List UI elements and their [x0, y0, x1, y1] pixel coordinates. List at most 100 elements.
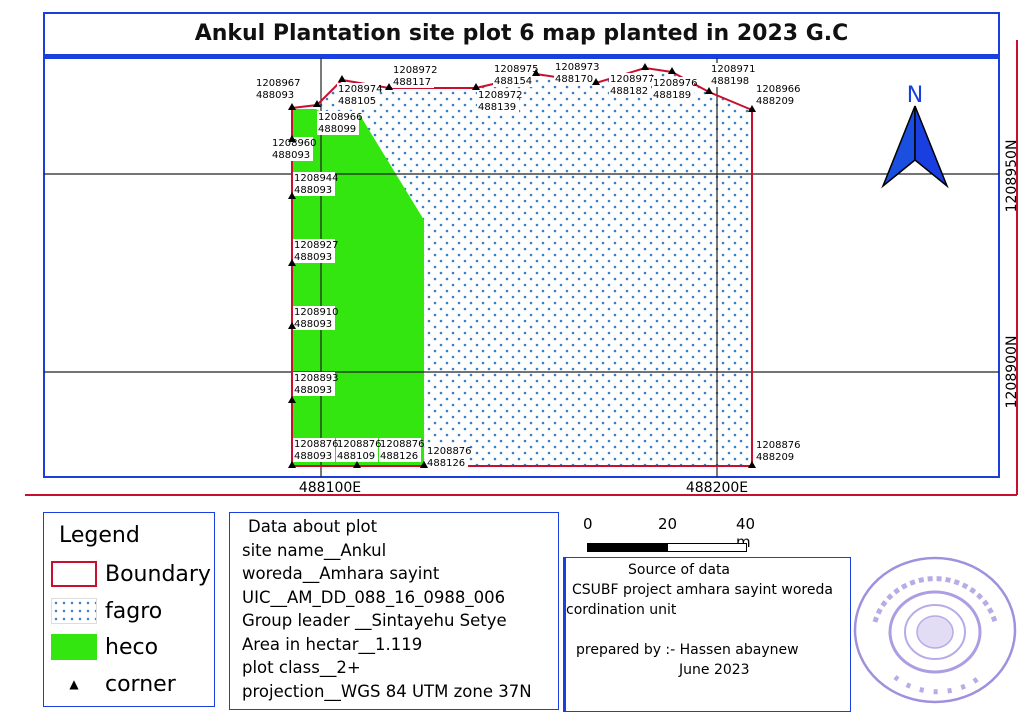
corner-coordinate-label: 488154	[494, 76, 532, 87]
plot-data-heading: Data about plot	[248, 517, 378, 536]
corner-triangle-icon	[641, 63, 649, 70]
boundary-swatch	[51, 561, 97, 587]
corner-triangle-icon	[385, 83, 393, 90]
triangle-icon: ▲	[69, 677, 79, 691]
corner-label-bg	[337, 83, 379, 107]
corner-triangle-icon	[288, 322, 296, 329]
corner-coordinate-label: 488109	[337, 451, 375, 462]
corner-coordinate-label: 1208927	[294, 240, 339, 251]
prepared-by: prepared by :- Hassen abaynew	[576, 642, 799, 658]
corner-label-bg	[293, 239, 335, 263]
corner-coordinate-label: 1208876	[294, 439, 339, 450]
corner-coordinate-label: 488093	[256, 90, 294, 101]
corner-coordinate-label: 1208876	[756, 440, 801, 451]
corner-coordinate-label: 1208966	[756, 84, 801, 95]
corner-coordinate-label: 488099	[318, 124, 356, 135]
corner-coordinate-label: 488093	[272, 150, 310, 161]
corner-label-bg	[652, 77, 694, 101]
corner-coordinate-label: 1208966	[318, 112, 363, 123]
corner-label-bg	[755, 83, 797, 107]
corner-coordinate-label: 1208960	[272, 138, 317, 149]
corner-coordinate-label: 1208973	[555, 62, 600, 73]
corner-label-bg	[755, 439, 797, 463]
corner-label-bg	[710, 63, 752, 87]
corner-coordinate-label: 488105	[338, 96, 376, 107]
plot-data-line: Area in hectar__1.119	[242, 634, 423, 654]
plot-data-line: woreda__Amhara sayint	[242, 564, 440, 583]
plot-data-line: UIC__AM_DD_088_16_0988_006	[242, 587, 506, 607]
corner-label-bg	[293, 438, 335, 462]
corner-triangle-icon	[532, 69, 540, 76]
prepared-date: June 2023	[679, 662, 750, 678]
corner-coordinate-label: 1208893	[294, 373, 339, 384]
corner-coordinate-label: 1208974	[338, 84, 383, 95]
corner-coordinate-label: 1208944	[294, 173, 339, 184]
corner-label-bg	[293, 372, 335, 396]
corner-triangle-icon	[313, 100, 321, 107]
scale-label: 20	[658, 515, 678, 533]
corner-label-bg	[554, 61, 596, 85]
corner-label-bg	[255, 77, 297, 101]
corner-label-bg	[493, 63, 535, 87]
corner-coordinate-label: 488093	[294, 385, 332, 396]
corner-triangle-icon	[420, 461, 428, 468]
north-label: N	[907, 83, 923, 108]
source-box: Source of data CSUBF project amhara sayi…	[563, 557, 851, 712]
corner-label-bg	[379, 438, 421, 462]
corner-coordinate-label: 488126	[380, 451, 418, 462]
legend-item-fagro: fagro	[51, 598, 162, 624]
scale-segment	[667, 543, 747, 552]
corner-coordinate-label: 1208967	[256, 78, 301, 89]
corner-coordinate-label: 1208910	[294, 307, 339, 318]
corner-triangle-icon	[472, 83, 480, 90]
corner-coordinate-label: 1208972	[393, 65, 438, 76]
corner-coordinate-label: 1208977	[610, 74, 655, 85]
corner-coordinate-label: 488117	[393, 77, 431, 88]
scale-label: 0	[583, 515, 593, 533]
corner-coordinate-label: 488093	[294, 252, 332, 263]
plot-data-line: plot class__2+	[242, 658, 361, 677]
legend-item-corner: ▲ corner	[51, 671, 175, 697]
grid-label-x: 488200E	[686, 480, 748, 496]
corner-label-bg	[317, 111, 359, 135]
grid-label-y: 1208900N	[1004, 336, 1020, 409]
plot-data-line: site name__Ankul	[242, 540, 387, 560]
corner-triangle-icon	[705, 87, 713, 94]
corner-coordinate-label: 488093	[294, 319, 332, 330]
corner-coordinate-label: 488126	[427, 458, 465, 469]
corner-triangle-icon	[338, 75, 346, 82]
corner-triangle-icon	[288, 103, 296, 110]
source-heading: Source of data	[628, 562, 731, 578]
corner-coordinate-label: 488198	[711, 76, 749, 87]
grid-label-x: 488100E	[299, 480, 361, 496]
corner-triangle-icon	[288, 461, 296, 468]
corner-coordinate-label: 488093	[294, 451, 332, 462]
corner-coordinate-label: 488209	[756, 96, 794, 107]
corner-label-bg	[392, 64, 434, 88]
official-stamp	[853, 556, 1017, 704]
corner-coordinate-label: 488209	[756, 452, 794, 463]
dotted-swatch	[51, 598, 97, 624]
plot-data-box: Data about plot site name__Ankul woreda_…	[229, 512, 559, 710]
corner-coordinate-label: 1208971	[711, 64, 756, 75]
north-arrow: N	[881, 83, 949, 189]
corner-triangle-icon	[288, 396, 296, 403]
corner-label-bg	[293, 306, 335, 330]
corner-triangle-icon	[288, 135, 296, 142]
legend-label: heco	[105, 634, 159, 660]
corner-label-bg	[477, 89, 519, 113]
scale-segment	[587, 543, 667, 552]
corner-coordinate-label: 488139	[478, 102, 516, 113]
green-swatch	[51, 634, 97, 660]
corner-coordinate-label: 488182	[610, 86, 648, 97]
corner-triangle-icon	[288, 259, 296, 266]
corner-triangle-icon	[668, 67, 676, 74]
legend: Legend Boundary fagro heco ▲ corner	[43, 512, 215, 707]
corner-coordinate-label: 488093	[294, 185, 332, 196]
map-frame: 1208967488093120896648809912089744881051…	[25, 40, 1020, 496]
grid-label-y: 1208950N	[1004, 140, 1020, 213]
scale-bar: 0 20 40 m	[580, 515, 760, 555]
legend-label: fagro	[105, 598, 163, 624]
corner-label-bg	[609, 73, 651, 97]
source-line: cordination unit	[566, 602, 677, 618]
